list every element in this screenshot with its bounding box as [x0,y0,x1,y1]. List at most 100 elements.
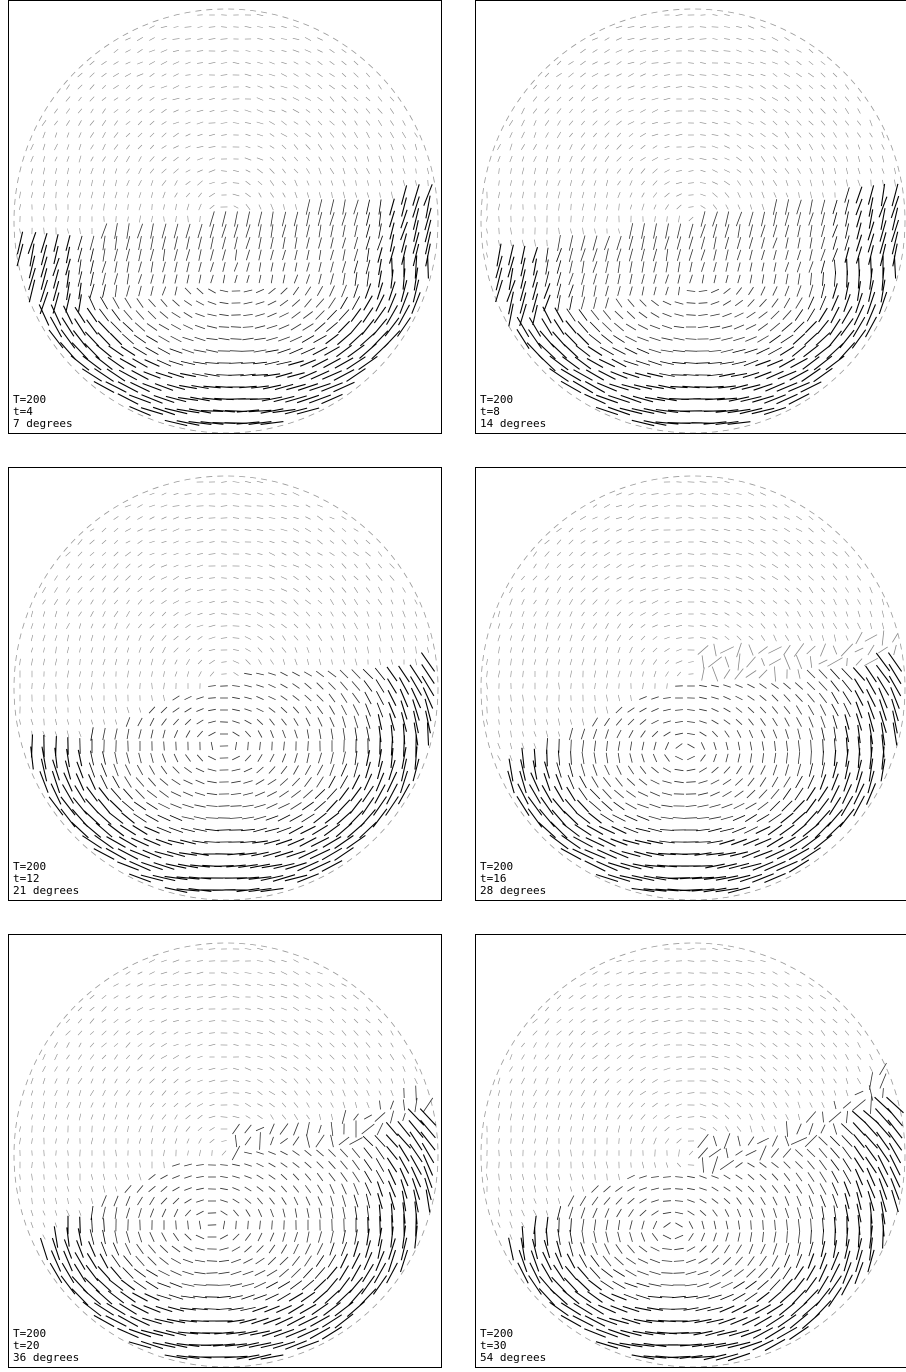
velocity-vector [138,1138,142,1144]
velocity-vector [386,666,398,682]
velocity-vector [664,192,670,198]
velocity-vector [228,374,244,376]
velocity-vector [257,948,263,950]
velocity-vector [232,1020,240,1022]
velocity-vector [354,1090,358,1096]
velocity-vector [611,358,627,368]
velocity-vector [651,97,659,101]
velocity-vector [819,774,827,790]
velocity-vector [818,659,828,665]
velocity-vector [341,539,347,545]
velocity-vector [349,1137,363,1145]
velocity-vector [553,785,565,803]
velocity-vector [556,1030,562,1036]
velocity-vector [234,236,238,250]
velocity-vector [509,155,513,163]
velocity-vector [125,983,131,987]
velocity-vector [592,552,598,556]
velocity-vector [105,381,127,393]
velocity-vector [592,1007,598,1011]
velocity-vector [149,588,155,592]
velocity-vector [377,108,383,114]
velocity-vector [182,791,194,797]
velocity-vector [736,505,742,507]
velocity-vector [410,1166,422,1188]
velocity-vector [783,73,791,77]
velocity-vector [330,237,334,249]
velocity-vector [627,85,635,89]
velocity-vector [556,762,562,778]
velocity-vector [185,61,191,65]
velocity-vector [88,1241,96,1257]
velocity-vector [279,778,289,786]
velocity-vector [96,1277,112,1293]
velocity-vector [161,286,167,296]
velocity-vector [663,731,671,737]
velocity-vector [137,1066,143,1072]
velocity-vector [407,1108,425,1126]
velocity-vector [184,588,192,592]
velocity-vector [341,1007,347,1011]
velocity-vector [869,144,873,150]
velocity-vector [318,224,322,238]
velocity-vector [779,346,795,356]
velocity-vector [232,731,240,737]
velocity-vector [808,132,814,138]
velocity-vector [592,109,598,113]
velocity-vector [845,623,849,629]
velocity-vector [137,109,143,113]
velocity-vector [330,1207,334,1219]
velocity-vector [167,371,185,379]
velocity-vector [584,381,606,393]
velocity-vector [115,694,117,702]
velocity-vector [245,1209,251,1217]
velocity-vector [675,984,683,986]
velocity-vector [626,311,636,319]
velocity-vector [205,817,219,819]
velocity-vector [316,682,324,690]
velocity-vector [350,1264,362,1282]
velocity-vector [171,1257,181,1265]
velocity-vector [172,707,180,713]
velocity-vector [797,273,801,285]
velocity-vector [185,983,191,987]
velocity-vector [347,344,365,358]
velocity-vector [748,552,754,556]
velocity-vector [316,694,324,702]
velocity-vector [378,622,382,630]
velocity-vector [784,131,790,139]
velocity-vector [693,865,713,867]
velocity-vector [604,85,610,89]
velocity-vector [280,1137,288,1145]
velocity-vector [754,371,772,379]
velocity-vector [329,995,335,999]
velocity-vector [230,805,242,807]
velocity-vector [89,539,95,545]
velocity-vector [150,248,154,262]
velocity-vector [277,1281,291,1289]
velocity-vector [293,611,299,617]
velocity-vector [737,653,741,671]
velocity-vector [651,62,659,64]
velocity-vector [760,286,766,296]
velocity-vector [306,1122,310,1136]
velocity-vector [137,132,143,138]
velocity-vector [629,273,633,285]
velocity-vector [43,156,45,162]
velocity-vector [796,539,802,545]
velocity-vector [616,1007,622,1011]
velocity-vector [281,492,287,496]
velocity-vector [712,110,718,112]
velocity-vector [783,516,791,520]
velocity-vector [101,1066,107,1072]
velocity-vector [809,224,813,238]
velocity-vector [78,259,82,275]
velocity-vector [86,307,98,323]
velocity-vector [79,635,81,641]
velocity-vector [686,302,696,304]
velocity-vector [90,727,94,741]
velocity-vector [90,1186,94,1192]
velocity-vector [317,1102,323,1108]
velocity-vector [329,48,335,54]
velocity-vector [275,838,293,846]
